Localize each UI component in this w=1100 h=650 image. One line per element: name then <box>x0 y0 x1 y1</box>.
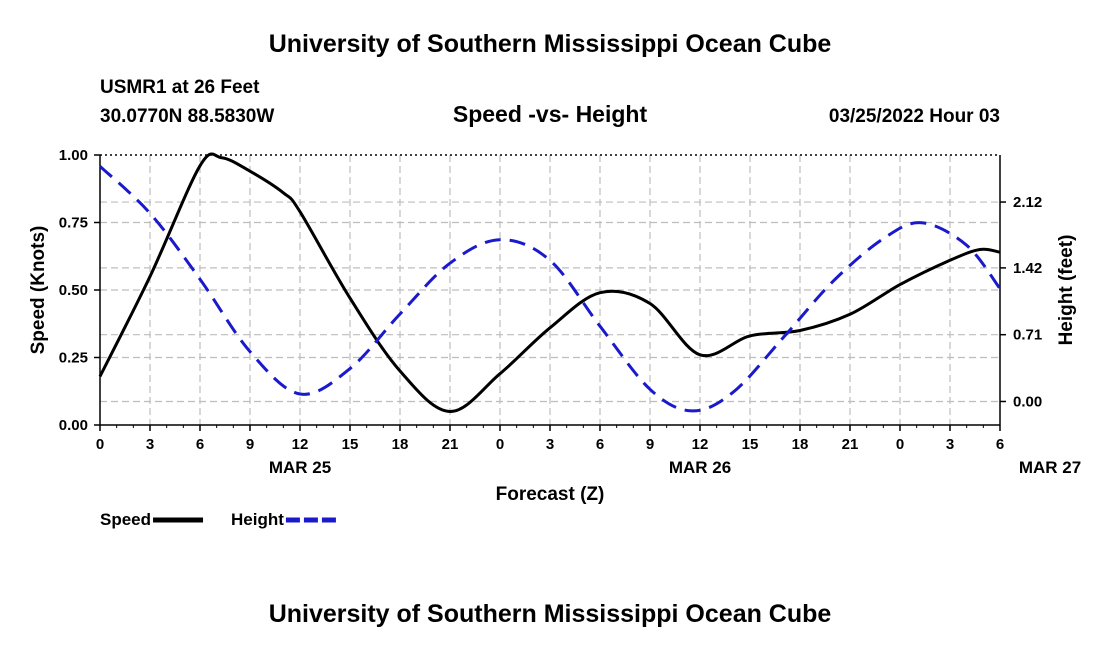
x-tick-label: 0 <box>496 436 504 453</box>
x-tick-label: 9 <box>646 436 654 453</box>
x-tick-label: 18 <box>792 436 809 453</box>
y2-tick-label: 1.42 <box>1013 260 1042 277</box>
x-axis-title: Forecast (Z) <box>496 484 605 505</box>
y-tick-label: 0.00 <box>59 417 88 434</box>
y-tick-label: 0.75 <box>59 215 88 232</box>
station-label: USMR1 at 26 Feet <box>100 77 260 98</box>
y-tick-label: 0.50 <box>59 282 88 299</box>
chart-subtitle: Speed -vs- Height <box>452 101 648 127</box>
x-tick-label: 12 <box>292 436 309 453</box>
x-tick-label: 6 <box>596 436 604 453</box>
station-coordinates: 30.0770N 88.5830W <box>100 106 275 127</box>
x-tick-label: 21 <box>442 436 459 453</box>
height-series-line <box>98 165 1002 413</box>
date-label: MAR 25 <box>269 458 331 477</box>
y-axis-title: Speed (Knots) <box>28 226 49 355</box>
x-tick-label: 0 <box>896 436 904 453</box>
x-tick-label: 21 <box>842 436 859 453</box>
date-label: MAR 27 <box>1019 458 1081 477</box>
x-tick-label: 12 <box>692 436 709 453</box>
x-tick-label: 3 <box>546 436 554 453</box>
x-tick-label: 3 <box>146 436 154 453</box>
forecast-datetime: 03/25/2022 Hour 03 <box>828 106 1000 127</box>
y-tick-label: 1.00 <box>59 147 88 164</box>
date-label: MAR 26 <box>669 458 731 477</box>
y2-tick-label: 0.00 <box>1013 393 1042 410</box>
y-tick-label: 0.25 <box>59 350 88 367</box>
footer-title: University of Southern Mississippi Ocean… <box>268 600 832 628</box>
legend-label: Height <box>231 510 284 529</box>
x-tick-label: 6 <box>996 436 1004 453</box>
x-tick-label: 15 <box>742 436 759 453</box>
y2-tick-label: 2.12 <box>1013 194 1042 211</box>
page-title: University of Southern Mississippi Ocean… <box>268 30 832 58</box>
legend-label: Speed <box>100 510 151 529</box>
speed-series-line <box>98 152 1001 414</box>
x-tick-label: 15 <box>342 436 359 453</box>
y2-tick-label: 0.71 <box>1013 327 1042 344</box>
x-tick-label: 3 <box>946 436 954 453</box>
y2-axis-title: Height (feet) <box>1056 235 1077 346</box>
x-tick-label: 18 <box>392 436 409 453</box>
x-tick-label: 9 <box>246 436 254 453</box>
x-tick-label: 0 <box>96 436 104 453</box>
x-tick-label: 6 <box>196 436 204 453</box>
